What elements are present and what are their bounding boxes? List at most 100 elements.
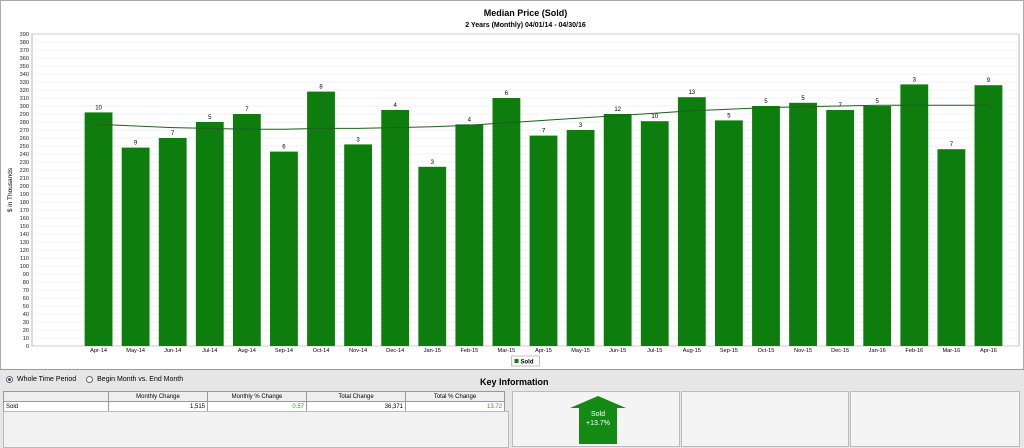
legend-box (511, 355, 540, 367)
y-tick-label: 290 (20, 112, 29, 118)
bar-data-label: 7 (171, 131, 175, 137)
bar (640, 121, 669, 346)
y-tick-label: 320 (20, 88, 29, 94)
x-tick-label: Jun-14 (164, 348, 181, 354)
y-tick-label: 220 (20, 168, 29, 174)
bar-data-label: 12 (614, 107, 621, 113)
y-tick-label: 230 (20, 160, 29, 166)
y-tick-label: 370 (20, 48, 29, 54)
table-header-cell: Monthly Change (108, 391, 208, 402)
x-tick-label: Aug-15 (683, 348, 701, 354)
y-tick-label: 140 (20, 232, 29, 238)
y-axis-label: $ in Thousands (7, 167, 14, 212)
bar (603, 114, 632, 346)
whole-period-radio[interactable] (6, 376, 13, 383)
bar (566, 130, 595, 346)
x-tick-label: Nov-14 (349, 348, 367, 354)
legend-label: Sold (521, 360, 534, 366)
y-tick-label: 20 (23, 328, 29, 334)
table-blank-area (3, 411, 509, 448)
bar (418, 166, 447, 346)
table-header-cell: Monthly % Change (207, 391, 307, 402)
x-tick-label: Sep-15 (720, 348, 738, 354)
table-cell: 0.57 (207, 401, 307, 412)
begin-end-radio[interactable] (86, 376, 94, 383)
y-tick-label: 110 (20, 256, 29, 262)
y-tick-label: 210 (20, 176, 29, 182)
chart-subtitle: 2 Years (Monthly) 04/01/14 - 04/30/16 (465, 22, 586, 29)
bar (752, 106, 780, 346)
y-tick-label: 260 (20, 136, 29, 142)
x-tick-label: Jul-14 (202, 348, 217, 354)
x-tick-label: Jun-15 (609, 348, 626, 354)
y-tick-label: 250 (20, 144, 29, 150)
chart-panel: Median Price (Sold) 2 Years (Monthly) 04/… (0, 0, 1024, 370)
x-tick-label: May-15 (571, 348, 590, 354)
y-tick-label: 330 (20, 80, 29, 86)
x-tick-label: Dec-14 (386, 348, 404, 354)
x-tick-label: Mar-16 (943, 348, 961, 354)
bar-data-label: 8 (319, 85, 323, 91)
bar (974, 85, 1003, 346)
bar-data-label: 3 (913, 77, 917, 83)
badge-label: Sold (590, 411, 605, 418)
trend-line (98, 104, 989, 130)
begin-end-label[interactable]: Begin Month vs. End Month (97, 376, 184, 383)
bar-data-label: 3 (431, 160, 435, 166)
whole-period-label[interactable]: Whole Time Period (17, 376, 77, 383)
median-price-chart: Median Price (Sold) 2 Years (Monthly) 04/… (7, 8, 1020, 367)
table-cell: 13.72 (405, 401, 505, 412)
table-header-cell: Total Change (306, 391, 406, 402)
y-tick-label: 90 (23, 272, 29, 278)
bar (900, 84, 929, 347)
bar (863, 106, 892, 346)
x-tick-label: Aug-14 (238, 348, 256, 354)
bar (455, 124, 484, 347)
x-tick-label: Apr-14 (90, 348, 107, 354)
y-tick-label: 360 (20, 56, 29, 62)
bar-data-label: 3 (579, 123, 583, 129)
bar-data-label: 6 (282, 145, 286, 151)
empty-card (850, 391, 1020, 447)
bar-data-label: 13 (688, 90, 695, 96)
bar-data-label: 7 (542, 129, 546, 135)
key-information-title: Key Information (480, 377, 549, 387)
x-tick-label: May-14 (126, 348, 145, 354)
y-tick-label: 310 (20, 96, 29, 102)
y-tick-label: 10 (23, 336, 29, 342)
chart-title: Median Price (Sold) (484, 8, 568, 18)
bar (714, 120, 743, 347)
x-tick-label: Sep-14 (275, 348, 293, 354)
bar-data-label: 4 (468, 117, 472, 123)
bar (232, 114, 261, 346)
table-row: Sold 1,515 0.57 36,371 13.72 (3, 401, 505, 412)
y-tick-label: 50 (23, 304, 29, 310)
y-tick-label: 30 (23, 320, 29, 326)
x-tick-label: Oct-14 (313, 348, 330, 354)
bar (195, 122, 224, 346)
y-tick-label: 270 (20, 128, 29, 134)
bar-data-label: 9 (134, 141, 138, 147)
y-tick-label: 40 (23, 312, 29, 318)
table-header-row: Monthly Change Monthly % Change Total Ch… (3, 391, 505, 402)
x-tick-label: Apr-16 (980, 348, 997, 354)
x-tick-label: Apr-15 (535, 348, 552, 354)
bar (381, 110, 410, 346)
y-tick-label: 0 (26, 344, 29, 350)
key-info-table: Monthly Change Monthly % Change Total Ch… (3, 391, 505, 412)
bar (789, 102, 817, 346)
y-tick-label: 180 (20, 200, 29, 206)
bar-data-label: 7 (950, 142, 954, 148)
table-header-cell (3, 391, 109, 402)
x-tick-label: Feb-16 (905, 348, 923, 354)
x-tick-label: Jan-15 (424, 348, 441, 354)
badge-value: +13.7% (586, 420, 610, 427)
table-header-cell: Total % Change (405, 391, 505, 402)
empty-card (681, 391, 849, 447)
y-tick-label: 120 (20, 248, 29, 254)
y-tick-label: 390 (20, 32, 29, 38)
y-tick-label: 380 (20, 40, 29, 46)
period-radio-group: Whole Time Period Begin Month vs. End Mo… (6, 376, 183, 383)
bar-data-label: 4 (394, 103, 398, 109)
x-tick-label: Jan-16 (869, 348, 886, 354)
